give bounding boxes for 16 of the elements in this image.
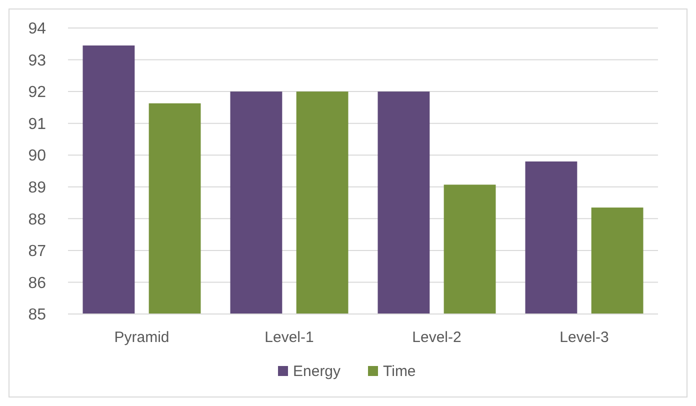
y-tick-label: 94 — [28, 20, 46, 38]
y-tick-label: 90 — [28, 148, 46, 165]
x-tick-label: Level-1 — [264, 329, 314, 346]
y-tick-label: 93 — [28, 52, 46, 70]
y-tick-label: 87 — [28, 243, 46, 260]
x-tick-label: Level-2 — [412, 329, 462, 346]
legend-label: Energy — [293, 363, 342, 380]
y-tick-label: 89 — [28, 179, 46, 196]
y-tick-label: 86 — [28, 274, 46, 292]
y-tick-label: 85 — [28, 306, 46, 324]
y-tick-label: 91 — [28, 116, 46, 133]
x-tick-label: Level-3 — [560, 329, 609, 346]
legend-label: Time — [383, 363, 416, 380]
y-tick-label: 88 — [28, 211, 46, 228]
x-tick-label: Pyramid — [114, 329, 170, 346]
y-tick-label: 92 — [28, 84, 46, 102]
